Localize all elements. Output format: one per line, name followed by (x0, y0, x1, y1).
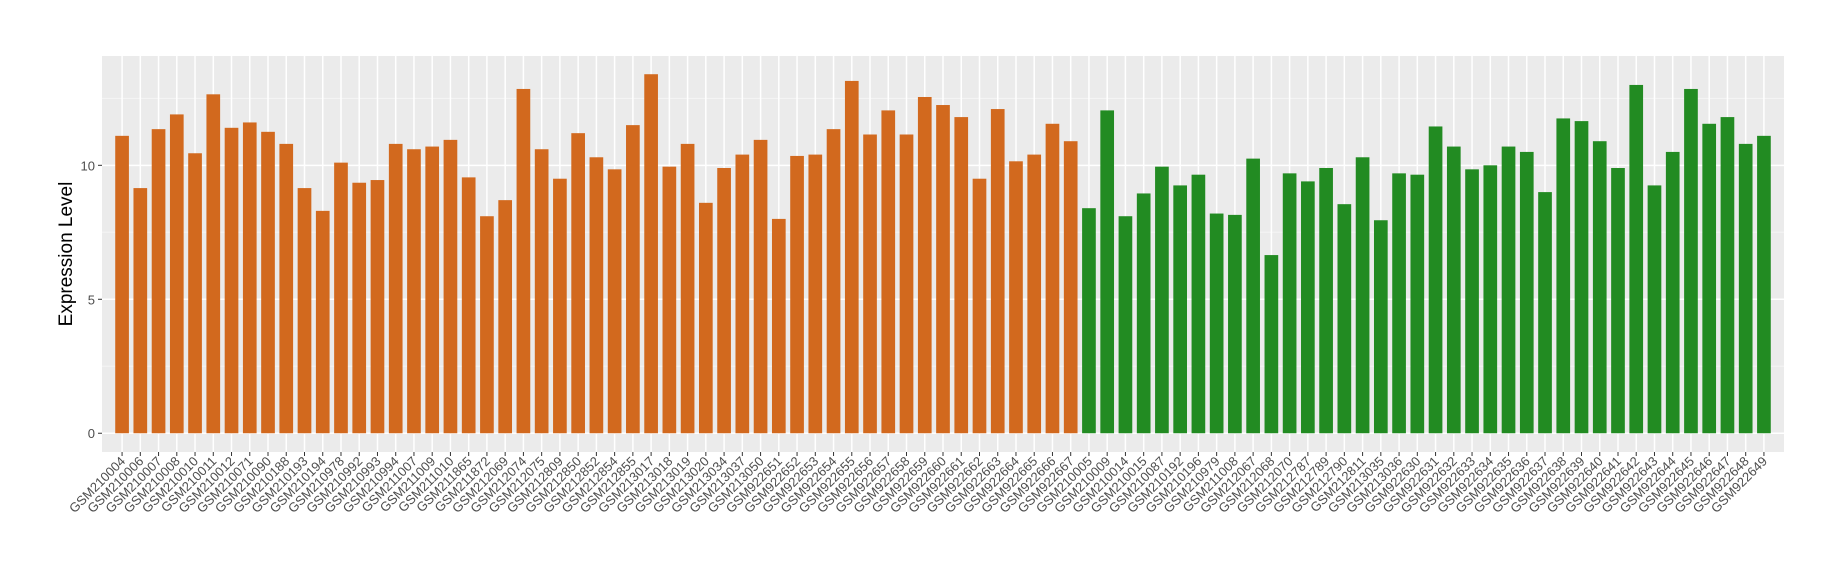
bar (279, 143, 294, 434)
bar (1100, 110, 1115, 434)
bar (115, 135, 129, 434)
bar (1647, 185, 1662, 434)
bar (826, 129, 841, 434)
bar (1209, 213, 1224, 434)
bar (498, 200, 513, 434)
bar (1757, 135, 1771, 434)
bar (990, 109, 1005, 434)
bar (1301, 181, 1315, 434)
bar (1611, 167, 1625, 434)
bar (151, 129, 166, 434)
bar (717, 167, 731, 434)
bar (1428, 126, 1443, 434)
bar (1392, 173, 1406, 434)
bar (553, 178, 567, 434)
bar (1155, 166, 1169, 434)
bar (680, 143, 695, 434)
bar (1483, 165, 1498, 434)
bar (370, 180, 385, 434)
y-tick-label: 10 (81, 158, 95, 173)
bar (1228, 214, 1242, 434)
bar (461, 177, 476, 434)
bar (1373, 220, 1388, 434)
bar (297, 188, 312, 434)
bar (224, 127, 239, 434)
bar (771, 218, 786, 434)
bar (1136, 193, 1151, 434)
bar (1173, 185, 1187, 434)
bar (699, 202, 713, 434)
bar (662, 166, 677, 434)
bar (571, 133, 585, 434)
bar (352, 182, 367, 434)
bar (261, 131, 275, 434)
bar (972, 178, 987, 434)
bar (1574, 121, 1589, 434)
bar (735, 154, 750, 434)
bar (1282, 173, 1297, 434)
bar (589, 157, 604, 434)
y-axis-title: Expression Level (56, 182, 77, 327)
bar (1519, 151, 1534, 434)
bar (133, 188, 148, 434)
bar (1009, 161, 1023, 434)
bar (808, 154, 823, 434)
bar (315, 210, 330, 434)
bar (1264, 255, 1279, 434)
bar (206, 94, 221, 434)
bar (863, 134, 877, 434)
y-tick-label: 5 (88, 292, 95, 307)
bar (1410, 174, 1425, 434)
bar (1665, 151, 1680, 434)
bar (626, 125, 640, 434)
bar (1556, 118, 1571, 434)
bar (334, 162, 348, 434)
bar (242, 122, 257, 434)
bar (1191, 174, 1206, 434)
bar (844, 80, 859, 434)
bar (1027, 154, 1042, 434)
bar (1592, 141, 1607, 434)
bar (425, 146, 440, 434)
bar (954, 117, 969, 434)
bar (753, 139, 768, 434)
bar (407, 149, 421, 434)
bar (1629, 84, 1644, 434)
bar (607, 169, 622, 434)
bar (1446, 146, 1461, 434)
bar (790, 155, 804, 434)
bar (881, 110, 896, 434)
bar (1355, 157, 1370, 434)
bar (1538, 192, 1552, 434)
bar (388, 143, 403, 434)
bar (917, 96, 932, 434)
bar (1082, 208, 1096, 434)
bar (1246, 158, 1260, 434)
bar (188, 153, 202, 434)
bar (169, 114, 184, 434)
bar (480, 216, 494, 434)
bar (899, 134, 914, 434)
bar (443, 139, 458, 434)
bar (1063, 141, 1078, 434)
bar (1118, 216, 1133, 434)
bar (516, 88, 531, 434)
bar (1720, 117, 1735, 434)
bar (1045, 123, 1060, 434)
bar (1738, 143, 1753, 434)
bar (534, 149, 549, 434)
bar (1501, 146, 1516, 434)
bar (936, 105, 950, 434)
bar (1337, 204, 1352, 434)
bar (1319, 167, 1333, 434)
bar (1465, 169, 1479, 434)
bar (1684, 88, 1698, 434)
y-tick-label: 0 (88, 426, 95, 441)
bar (1702, 123, 1717, 434)
bar (644, 74, 658, 434)
